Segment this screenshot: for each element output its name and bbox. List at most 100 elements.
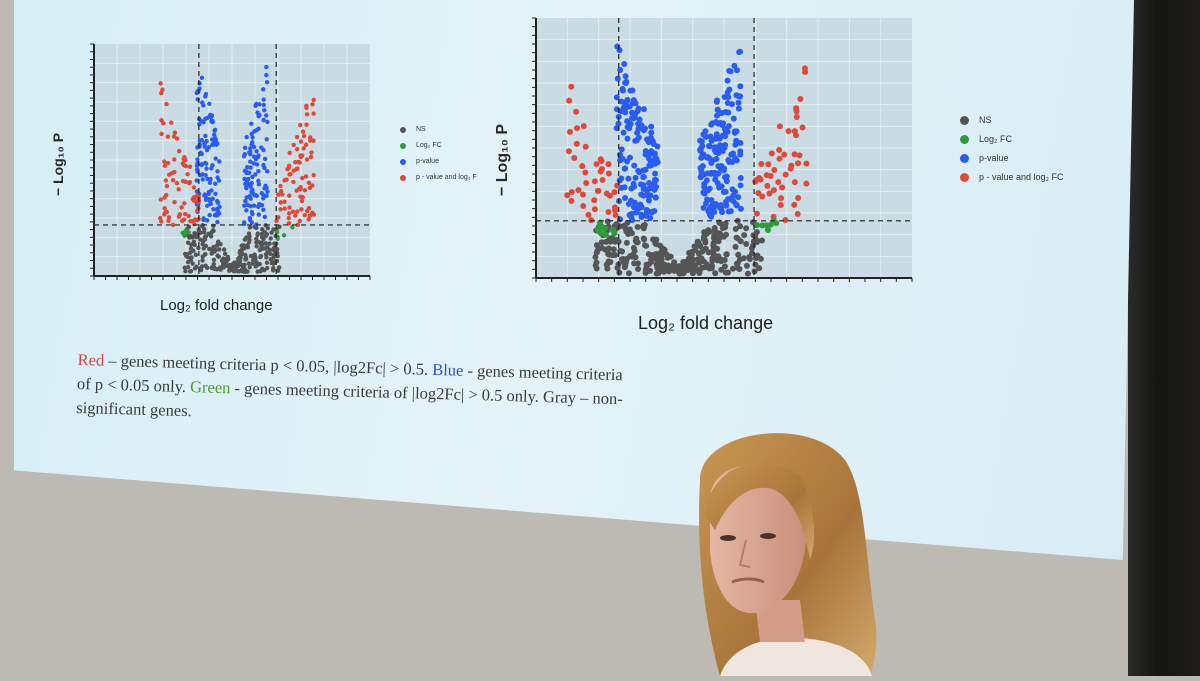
green-point	[281, 233, 287, 238]
red-point	[591, 197, 598, 204]
blue-point	[702, 133, 709, 140]
blue-point	[716, 203, 723, 210]
red-point	[766, 190, 773, 197]
blue-point	[699, 152, 706, 159]
blue-point	[633, 137, 640, 144]
blue-point	[727, 208, 734, 215]
blue-point	[724, 128, 731, 135]
blue-point	[702, 128, 709, 135]
red-point	[568, 83, 575, 90]
blue-point	[253, 156, 259, 162]
red-point	[793, 108, 800, 115]
red-point	[307, 213, 312, 218]
legend-dot-both	[400, 174, 406, 181]
blue-point	[244, 208, 249, 213]
gray-point	[199, 264, 205, 269]
gray-point	[718, 256, 725, 263]
blue-point	[631, 162, 638, 169]
red-point	[298, 139, 304, 144]
blue-point	[244, 134, 249, 140]
red-point	[295, 222, 300, 228]
red-point	[593, 161, 600, 168]
red-point	[185, 171, 190, 177]
gray-point	[211, 257, 217, 263]
red-point	[287, 172, 292, 177]
blue-point	[648, 129, 655, 136]
red-point	[599, 176, 606, 183]
blue-point	[262, 165, 267, 171]
green-point	[610, 227, 617, 234]
blue-point	[254, 193, 259, 199]
legend-right-both: p - value and log₂ FC	[960, 172, 1064, 182]
blue-point	[708, 160, 715, 167]
blue-point	[249, 121, 254, 126]
gray-point	[610, 246, 617, 253]
gray-point	[241, 246, 247, 251]
gray-point	[718, 266, 725, 273]
red-point	[776, 155, 783, 162]
red-point	[776, 147, 783, 154]
gray-point	[221, 261, 226, 267]
red-point	[597, 156, 604, 163]
red-point	[162, 159, 167, 164]
blue-point	[216, 211, 222, 216]
gray-point	[232, 269, 237, 274]
gray-point	[690, 267, 697, 274]
legend-dot-ns	[400, 126, 406, 133]
blue-point	[723, 202, 730, 209]
red-point	[612, 212, 619, 219]
blue-point	[255, 110, 260, 115]
red-point	[164, 101, 169, 107]
gray-point	[664, 254, 671, 261]
red-point	[304, 157, 310, 162]
blue-point	[635, 167, 642, 174]
red-point	[158, 215, 163, 221]
red-point	[799, 124, 806, 131]
red-point	[176, 148, 182, 154]
volcano-plot-left	[72, 38, 382, 300]
red-point	[306, 180, 312, 186]
red-point	[293, 160, 298, 165]
gray-point	[676, 270, 683, 277]
blue-point	[247, 170, 252, 176]
gray-point	[593, 249, 600, 256]
gray-point	[729, 265, 736, 272]
gray-point	[743, 241, 750, 248]
volcano-plot-right	[514, 12, 924, 302]
red-point	[160, 87, 165, 92]
gray-point	[757, 255, 764, 262]
gray-point	[696, 241, 703, 248]
red-point	[311, 212, 317, 217]
blue-point	[208, 201, 213, 207]
blue-point	[213, 156, 218, 161]
red-point	[755, 190, 762, 197]
blue-point	[200, 177, 205, 182]
gray-point	[267, 241, 272, 246]
blue-point	[256, 182, 262, 187]
gray-point	[625, 270, 632, 277]
red-point	[782, 171, 789, 178]
blue-point	[252, 129, 257, 134]
blue-point	[640, 167, 647, 174]
blue-point	[705, 154, 712, 161]
gray-point	[271, 245, 277, 251]
gray-point	[254, 244, 259, 249]
gray-point	[710, 242, 717, 249]
red-point	[285, 167, 290, 172]
blue-point	[722, 133, 729, 140]
blue-point	[627, 121, 634, 128]
red-point	[298, 186, 303, 192]
gray-point	[723, 251, 730, 258]
blue-point	[250, 174, 255, 180]
blue-point	[617, 67, 624, 74]
blue-point	[197, 86, 202, 91]
blue-point	[202, 141, 207, 146]
gray-point	[277, 224, 282, 229]
blue-point	[209, 118, 214, 124]
red-point	[299, 198, 305, 204]
blue-point	[700, 189, 707, 196]
gray-point	[254, 225, 259, 231]
red-point	[580, 203, 587, 210]
gray-point	[200, 241, 205, 247]
blue-point	[248, 196, 253, 201]
